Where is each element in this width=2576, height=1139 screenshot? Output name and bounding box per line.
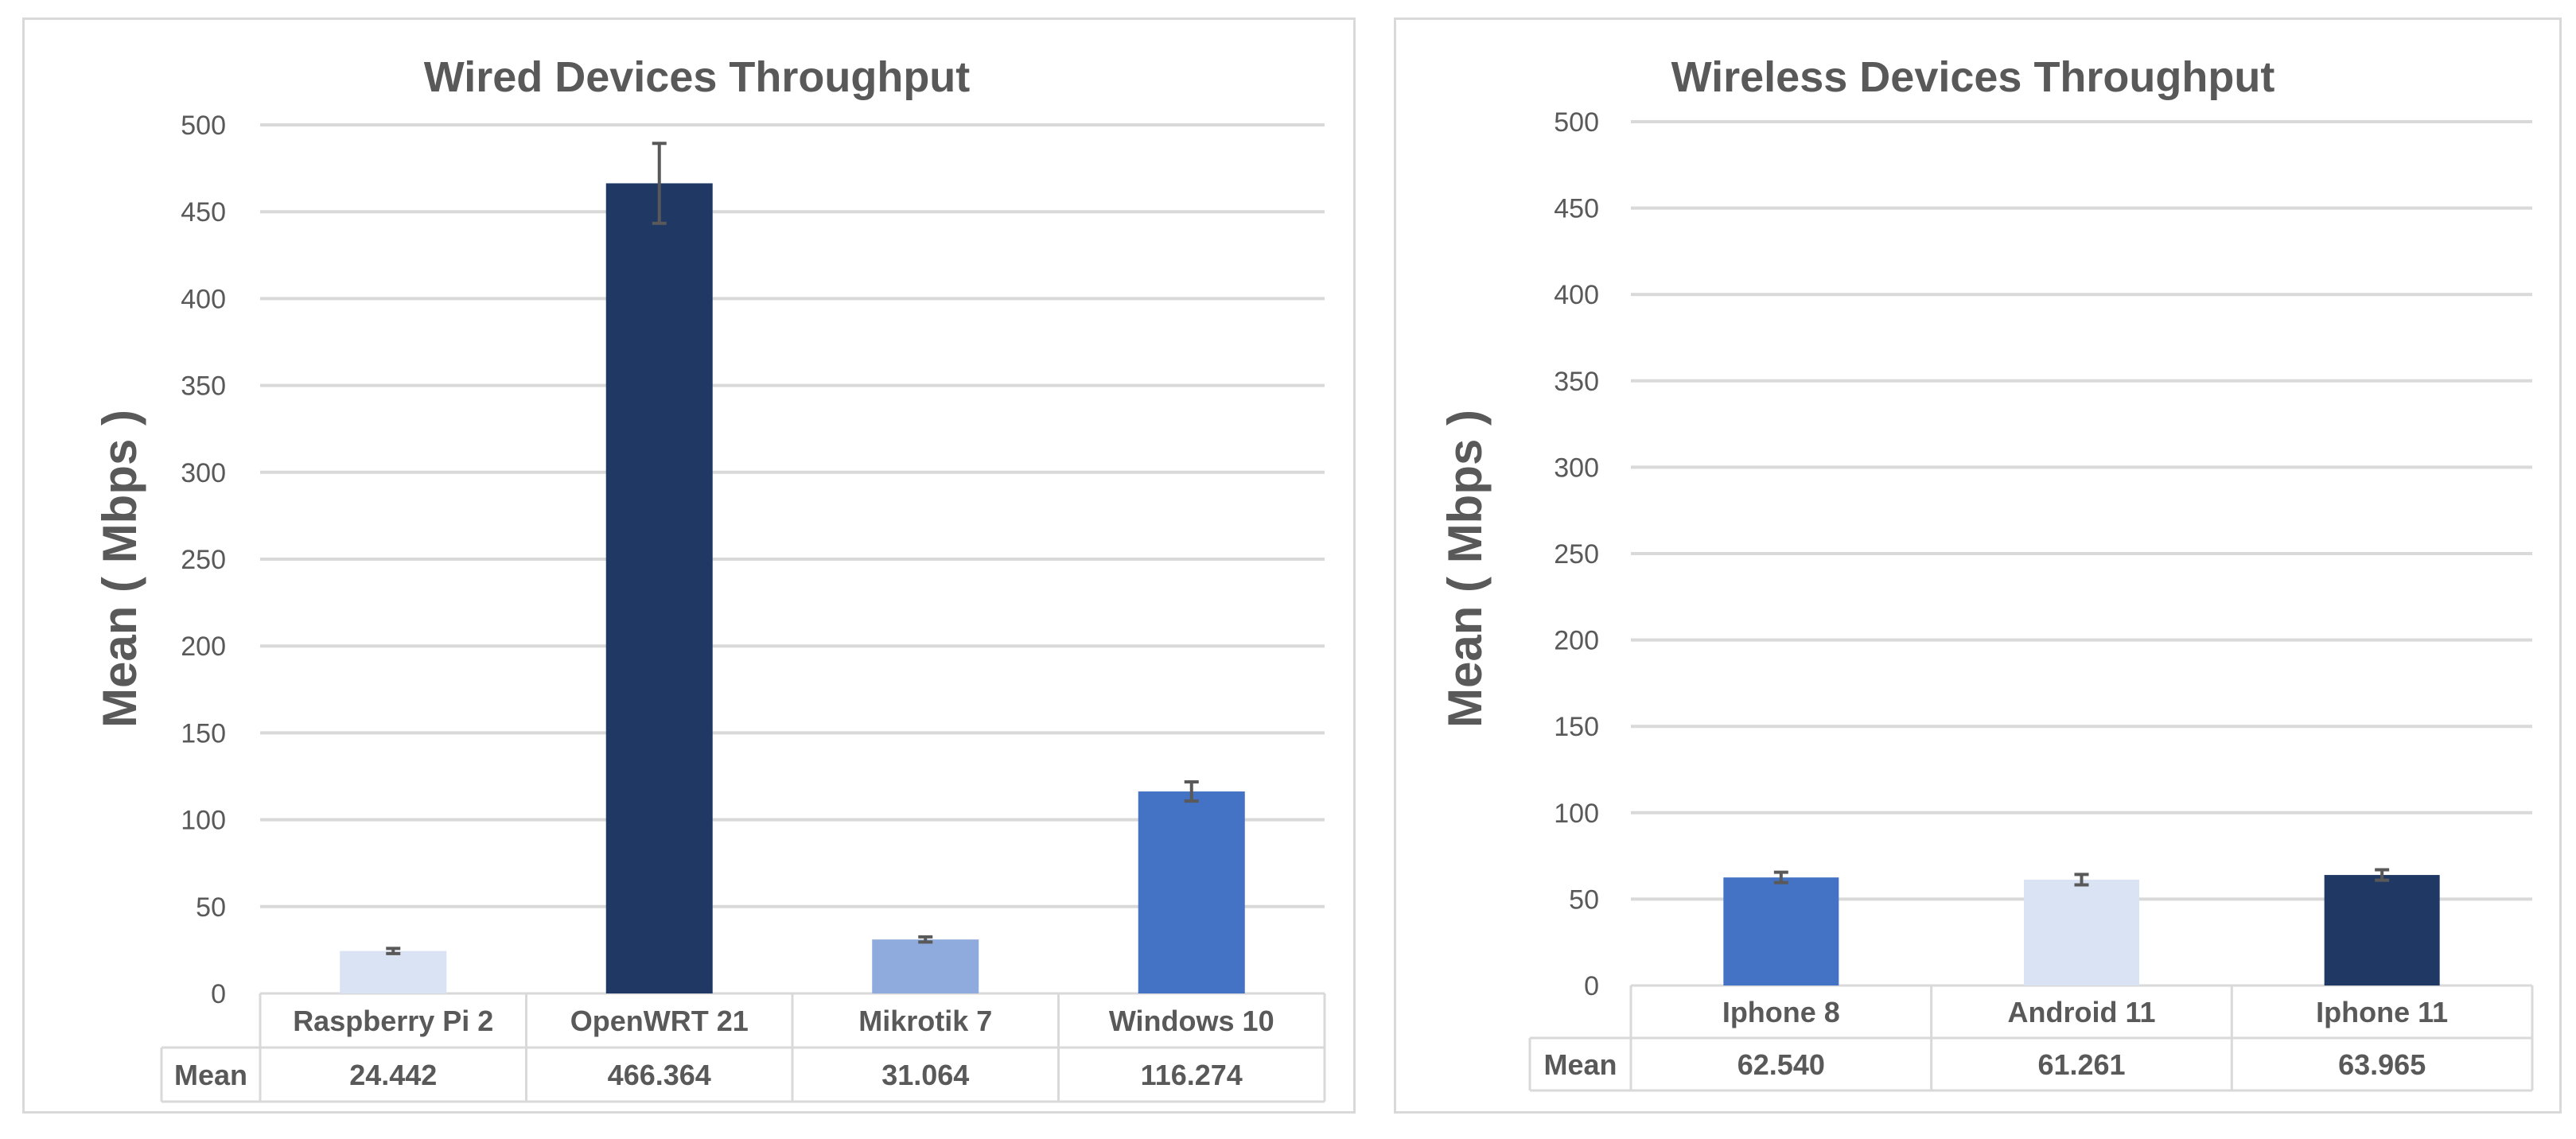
chart-title: Wireless Devices Throughput	[1671, 53, 2275, 101]
y-tick-label: 150	[181, 718, 226, 748]
y-tick-label: 50	[1569, 884, 1599, 915]
y-tick-label: 100	[1554, 799, 1599, 829]
table-row-label: Mean	[1543, 1048, 1617, 1081]
bar	[605, 183, 713, 993]
y-tick-label: 400	[1554, 280, 1599, 310]
bar	[1723, 877, 1839, 985]
y-tick-label: 200	[181, 632, 226, 662]
y-tick-label: 350	[181, 371, 226, 402]
y-tick-label: 250	[181, 545, 226, 575]
x-category-label: Iphone 11	[2316, 996, 2448, 1028]
y-tick-label: 50	[196, 892, 226, 923]
y-tick-label: 500	[1554, 107, 1599, 138]
wireless-chart: Wireless Devices Throughput Mean ( Mbps )…	[1438, 53, 2534, 1092]
bar	[872, 939, 979, 993]
y-tick-label: 500	[181, 111, 226, 141]
data-value-label: 24.442	[349, 1059, 437, 1091]
data-value-label: 31.064	[881, 1059, 969, 1091]
x-category-label: Windows 10	[1109, 1005, 1274, 1037]
y-tick-label: 450	[181, 197, 226, 227]
y-axis-label: Mean ( Mbps )	[1438, 410, 1492, 728]
chart-title: Wired Devices Throughput	[424, 53, 971, 101]
x-category-label: Android 11	[2007, 996, 2155, 1028]
table-row-label: Mean	[174, 1059, 247, 1091]
wired-chart-panel: Wired Devices Throughput Mean ( Mbps ) 0 50…	[22, 17, 1356, 1114]
data-value-label: 116.274	[1141, 1059, 1243, 1091]
y-tick-label: 150	[1554, 712, 1599, 742]
y-tick-label: 250	[1554, 539, 1599, 570]
bar	[340, 950, 447, 993]
bar	[2024, 879, 2139, 985]
x-category-label: Iphone 8	[1722, 996, 1840, 1028]
y-tick-label: 0	[1584, 971, 1599, 1001]
bar	[2324, 875, 2440, 985]
x-category-label: Raspberry Pi 2	[293, 1005, 493, 1037]
y-axis-label: Mean ( Mbps )	[93, 410, 146, 728]
bar	[1138, 791, 1245, 993]
data-value-label: 62.540	[1737, 1048, 1825, 1081]
data-value-label: 61.261	[2037, 1048, 2125, 1081]
y-tick-label: 300	[1554, 453, 1599, 483]
y-tick-label: 350	[1554, 367, 1599, 397]
y-tick-label: 300	[181, 458, 226, 488]
data-value-label: 63.965	[2338, 1048, 2426, 1081]
wired-chart: Wired Devices Throughput Mean ( Mbps ) 0 50…	[93, 53, 1326, 1103]
y-tick-label: 200	[1554, 626, 1599, 656]
data-value-label: 466.364	[608, 1059, 711, 1091]
x-category-label: OpenWRT 21	[570, 1005, 749, 1037]
wireless-chart-panel: Wireless Devices Throughput Mean ( Mbps )…	[1394, 17, 2562, 1114]
y-tick-label: 400	[181, 284, 226, 314]
x-category-label: Mikrotik 7	[858, 1005, 992, 1037]
y-tick-label: 100	[181, 806, 226, 836]
y-tick-label: 450	[1554, 194, 1599, 224]
y-tick-label: 0	[211, 979, 226, 1009]
